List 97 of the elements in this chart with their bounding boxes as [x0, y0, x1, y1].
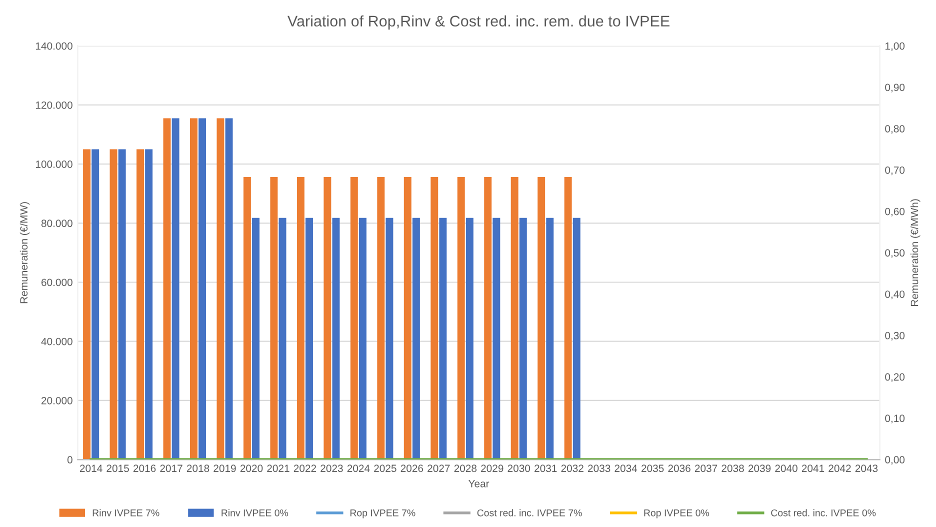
bar	[519, 218, 527, 460]
x-tick-label: 2020	[240, 464, 263, 472]
y-tick-label: 120.000	[36, 101, 72, 109]
bar	[172, 118, 180, 460]
y2-tick-label: 1,00	[885, 42, 905, 51]
bar	[332, 218, 340, 460]
bar	[492, 218, 500, 460]
bar	[564, 177, 572, 460]
legend-label: Rinv IVPEE 0%	[222, 509, 288, 516]
x-tick-label: 2034	[614, 464, 638, 472]
x-tick-label: 2018	[186, 464, 210, 472]
x-tick-label: 2024	[347, 464, 370, 472]
x-tick-label: 2041	[802, 464, 824, 472]
y2-tick-label: 0,00	[885, 456, 905, 465]
bar	[510, 177, 518, 460]
y2-axis-title: Remuneration (€/MWh)	[910, 199, 920, 306]
x-tick-label: 2037	[694, 464, 718, 472]
x-tick-label: 2032	[561, 464, 584, 472]
legend-label: Cost red. inc. IVPEE 7%	[477, 509, 582, 516]
bar	[190, 118, 198, 460]
x-tick-label: 2033	[588, 464, 610, 472]
bar	[404, 177, 412, 460]
x-tick-label: 2023	[320, 464, 343, 472]
x-tick-label: 2022	[294, 464, 316, 472]
y2-tick-label: 0,60	[885, 208, 905, 216]
x-tick-label: 2027	[428, 464, 450, 472]
legend-label: Cost red. inc. IVPEE 0%	[771, 509, 876, 516]
bar	[457, 177, 465, 460]
bar	[546, 218, 554, 460]
x-tick-label: 2029	[481, 464, 504, 472]
bar	[324, 177, 332, 460]
bar	[538, 177, 546, 460]
y2-tick-label: 0,10	[885, 414, 905, 424]
x-axis-title: Year	[468, 480, 490, 488]
bar	[377, 177, 385, 460]
bar	[163, 118, 171, 460]
bar	[306, 218, 313, 460]
y2-tick-label: 0,30	[885, 332, 905, 341]
bar	[439, 218, 447, 460]
bar	[412, 218, 420, 460]
x-tick-label: 2015	[106, 464, 129, 472]
x-tick-label: 2028	[454, 464, 477, 472]
legend-label: Rinv IVPEE 7%	[92, 509, 160, 516]
bar	[466, 218, 474, 460]
bar	[198, 118, 206, 460]
y2-tick-label: 0,50	[885, 249, 905, 258]
legend-label: Rop IVPEE 7%	[350, 509, 416, 518]
y-tick-label: 0	[67, 456, 72, 464]
x-tick-label: 2016	[133, 464, 156, 472]
x-tick-label: 2039	[748, 464, 771, 472]
bar	[92, 149, 100, 460]
x-tick-label: 2030	[508, 464, 530, 472]
x-tick-label: 2036	[668, 464, 690, 472]
bar	[145, 149, 153, 460]
y2-tick-label: 0,90	[885, 84, 905, 92]
bar	[136, 149, 144, 460]
x-tick-label: 2031	[534, 464, 557, 472]
x-tick-label: 2035	[642, 464, 664, 472]
y2-tick-label: 0,70	[885, 166, 905, 176]
bar	[110, 149, 118, 460]
x-tick-label: 2019	[214, 464, 236, 472]
bar	[350, 177, 358, 460]
y-tick-label: 40.000	[41, 338, 72, 346]
legend-label: Rop IVPEE 0%	[644, 509, 710, 518]
bar	[252, 218, 260, 460]
y2-tick-label: 0,80	[885, 125, 905, 134]
bar	[358, 218, 366, 460]
y-tick-label: 80.000	[41, 220, 72, 228]
y-tick-label: 60.000	[42, 278, 72, 286]
bar	[296, 177, 304, 460]
x-tick-label: 2038	[722, 464, 744, 472]
x-tick-label: 2026	[400, 464, 424, 472]
x-tick-label: 2021	[267, 464, 290, 472]
bar	[386, 218, 394, 460]
bar	[243, 177, 251, 460]
bar	[83, 149, 91, 460]
bar	[225, 118, 233, 460]
x-tick-label: 2042	[828, 464, 851, 472]
bar	[278, 218, 286, 460]
y-tick-label: 100.000	[36, 160, 72, 168]
y2-tick-label: 0,40	[885, 290, 905, 300]
y-axis-title: Remuneration (€/MW)	[20, 202, 30, 304]
x-tick-label: 2017	[160, 464, 182, 472]
bar	[572, 218, 580, 460]
chart-title: Variation of Rop,Rinv & Cost red. inc. rem. due to IVPEE	[287, 15, 670, 30]
x-tick-label: 2014	[80, 464, 102, 472]
bar	[484, 177, 492, 460]
bar	[270, 177, 278, 460]
x-tick-label: 2025	[374, 464, 396, 472]
bar	[118, 149, 126, 460]
y2-tick-label: 0,20	[885, 373, 905, 382]
y-tick-label: 140.000	[36, 42, 72, 50]
bar	[216, 118, 224, 460]
x-tick-label: 2040	[775, 464, 798, 472]
bar	[430, 177, 438, 460]
y-tick-label: 20.000	[41, 396, 72, 404]
x-tick-label: 2043	[855, 464, 878, 472]
